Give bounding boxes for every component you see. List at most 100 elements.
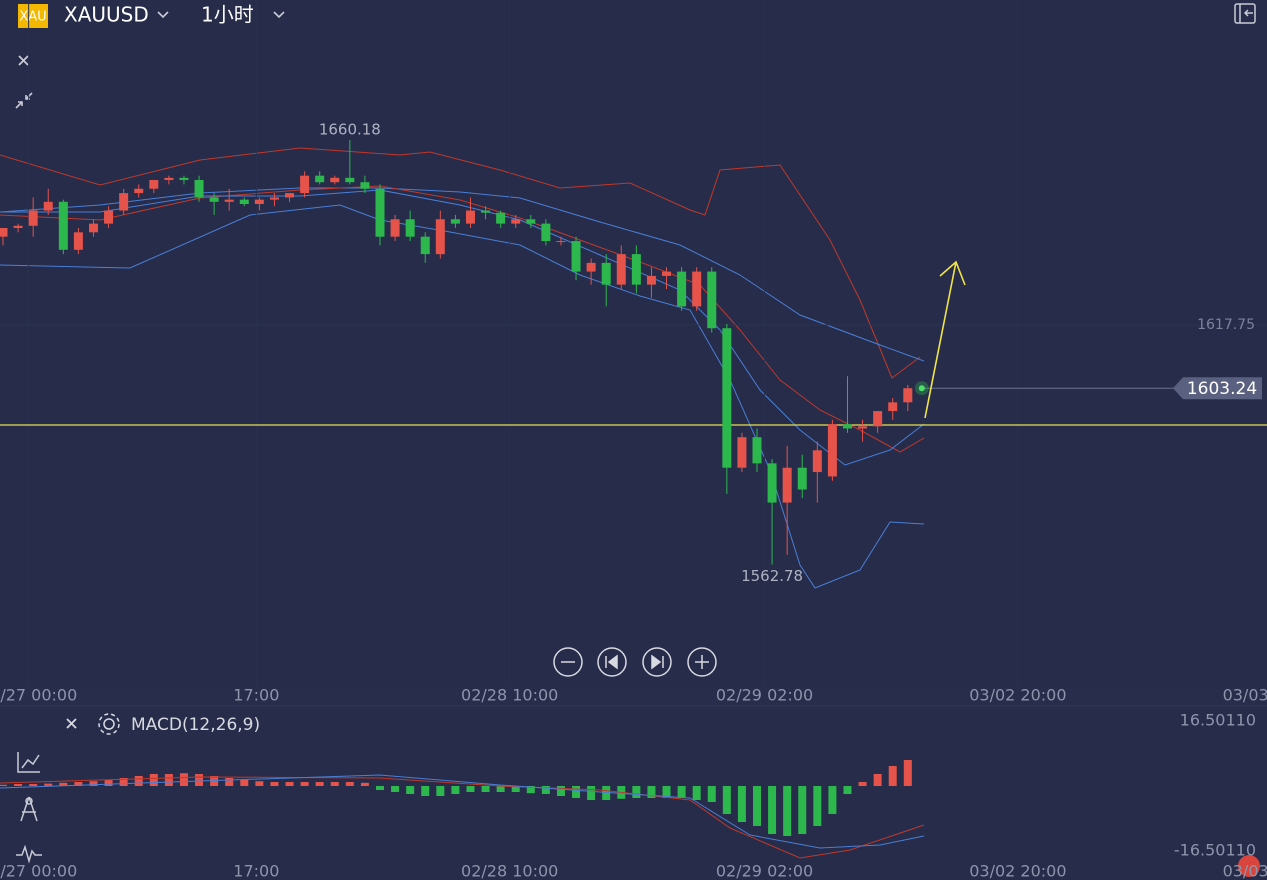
macd-bar (74, 782, 83, 786)
x-tick-label: 17:00 (233, 686, 279, 705)
candle-body (345, 177, 355, 183)
candle-body (104, 210, 114, 224)
candle-body (269, 197, 279, 200)
macd-bar (421, 786, 430, 796)
macd-bar (285, 782, 294, 786)
macd-x-tick-label: 02/27 00:00 (0, 862, 77, 880)
candle-body (526, 219, 536, 224)
macd-bar (647, 786, 656, 798)
close-button[interactable] (18, 55, 29, 66)
zoom-in[interactable] (687, 647, 717, 677)
symbol-dropdown[interactable] (157, 11, 169, 19)
candle-body (677, 271, 687, 307)
draw-tool[interactable] (20, 796, 38, 822)
candle-body (752, 437, 762, 464)
symbol-badge[interactable] (18, 4, 48, 28)
forecast-arrow (924, 260, 966, 419)
macd-bar (59, 782, 68, 786)
macd-bar (798, 786, 807, 834)
indicator-overlays (0, 147, 925, 589)
macd-bar (526, 786, 535, 794)
candle-body (88, 223, 98, 233)
candle-body (300, 175, 310, 194)
x-tick-label: 03/02 20:00 (969, 686, 1066, 705)
macd-bar (255, 781, 264, 786)
macd-bar (677, 786, 686, 798)
candle-body (73, 232, 83, 250)
macd-bar (315, 782, 324, 786)
macd-bar (14, 784, 23, 786)
x-tick-label: 02/27 00:00 (0, 686, 77, 705)
macd-x-tick-label: 03/02 20:00 (969, 862, 1066, 880)
scroll-start[interactable] (597, 647, 627, 677)
candle-body (858, 426, 868, 429)
macd-bar (768, 786, 777, 834)
layout-button[interactable] (1234, 3, 1256, 24)
macd-bar (783, 786, 792, 836)
macd-bar (104, 780, 113, 786)
candle-body (239, 199, 249, 204)
macd-bar (587, 786, 596, 800)
zoom-out[interactable] (553, 647, 583, 677)
scroll-end[interactable] (642, 647, 672, 677)
macd-y-tick-label: 16.50110 (1180, 711, 1256, 730)
macd-bar (707, 786, 716, 802)
price-annotation: 1660.18 (319, 121, 381, 139)
macd-close[interactable] (66, 718, 77, 729)
alert-button[interactable] (1238, 855, 1260, 877)
macd-bar (572, 786, 581, 798)
wave-tool[interactable] (16, 844, 42, 864)
macd-bar (602, 786, 611, 800)
candle-body (330, 177, 340, 183)
macd-bar (89, 781, 98, 786)
candle-body (194, 180, 204, 198)
candle-body (224, 199, 234, 202)
candle-body (556, 241, 566, 243)
candle-body (616, 254, 626, 285)
interval[interactable]: 1小时 (201, 3, 254, 27)
candle-body (903, 388, 913, 403)
macd-bar (0, 784, 7, 786)
candle-body (13, 225, 23, 228)
macd-bar (391, 786, 400, 792)
macd-bar (903, 760, 912, 786)
collapse-button[interactable] (15, 92, 33, 109)
x-tick-label: 02/28 10:00 (461, 686, 558, 705)
last-price-tag-bg (1173, 377, 1262, 400)
candle-body (601, 262, 611, 285)
interval-dropdown[interactable] (273, 11, 285, 19)
macd-bar (466, 786, 475, 792)
macd-x-tick-label: 17:00 (233, 862, 279, 880)
macd-bar (813, 786, 822, 826)
candle-body (812, 450, 822, 473)
macd-bar (240, 780, 249, 786)
candle-body (797, 467, 807, 490)
macd-bar (753, 786, 761, 826)
macd-bar (632, 786, 641, 798)
macd-bar (360, 782, 369, 786)
nav-buttons (553, 647, 717, 677)
candle-body (873, 411, 883, 427)
candle-body (481, 210, 491, 213)
candle-body (496, 212, 506, 224)
macd-bar (541, 786, 550, 794)
indicator-tool[interactable] (17, 752, 40, 773)
macd-bar (556, 786, 565, 796)
macd-bar (662, 786, 671, 798)
candle-body (662, 271, 672, 276)
candle-body (692, 271, 702, 307)
candle-body (209, 197, 219, 202)
candle-body (511, 219, 521, 224)
macd-label: MACD(12,26,9) (131, 715, 260, 735)
candle-body (450, 219, 460, 224)
last-price-tag: 1603.24 (1187, 379, 1257, 399)
macd-bar (179, 773, 188, 786)
symbol[interactable]: XAUUSD (64, 3, 149, 27)
macd-settings[interactable] (98, 713, 120, 735)
macd-bar (149, 774, 158, 786)
candle-body (465, 210, 475, 224)
candle-body (767, 463, 777, 503)
candle-body (782, 467, 792, 503)
candle-body (888, 402, 898, 412)
